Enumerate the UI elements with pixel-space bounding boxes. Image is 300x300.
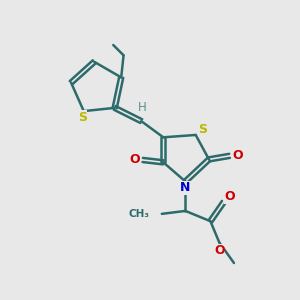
Text: S: S <box>199 123 208 136</box>
Text: S: S <box>78 111 87 124</box>
Text: O: O <box>232 149 243 162</box>
Text: O: O <box>225 190 236 203</box>
Text: N: N <box>180 182 190 194</box>
Text: H: H <box>138 101 147 114</box>
Text: O: O <box>129 153 140 166</box>
Text: CH₃: CH₃ <box>128 209 149 219</box>
Text: O: O <box>214 244 225 257</box>
